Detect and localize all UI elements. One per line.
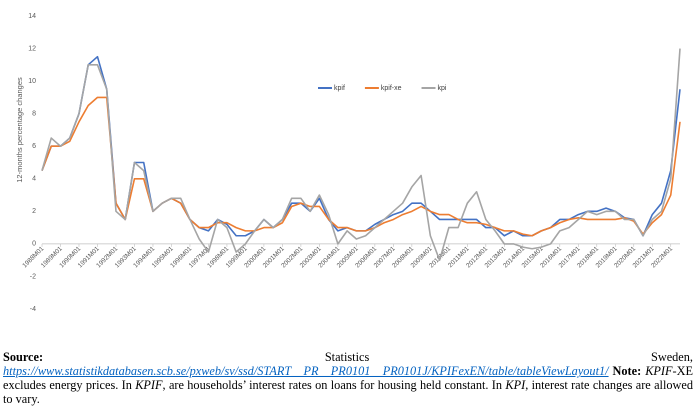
series-line — [41, 48, 681, 261]
y-tick-label: 4 — [32, 176, 36, 183]
y-tick-label: -4 — [30, 306, 36, 313]
note-part: KPI — [505, 378, 526, 392]
legend-label: kpif — [334, 85, 345, 92]
y-tick-label: 8 — [32, 111, 36, 118]
note-part: -XE excludes energy prices. In — [3, 364, 694, 392]
legend-label: kpif-xe — [381, 85, 402, 92]
note-part: KPIF — [645, 364, 673, 378]
y-tick-label: 0 — [32, 241, 36, 248]
series-line — [41, 96, 681, 237]
chart: 12-months percentage changes -4 -2 0 2 4 6 8 10… — [15, 13, 681, 313]
note-part: KPIF — [135, 378, 163, 392]
source-label: Source: — [3, 350, 44, 364]
y-tick-label: 6 — [32, 143, 36, 150]
y-axis-label: 12-months percentage changes — [15, 77, 24, 183]
note-part: , interest rate changes are allowed to v… — [3, 378, 694, 406]
y-tick-label: 10 — [28, 78, 36, 85]
note-body: https://www.statistikdatabasen.scb.se/px… — [3, 364, 693, 406]
source-line: Source: Statistics Sweden, — [3, 350, 693, 364]
series-line — [41, 55, 681, 237]
note-label: Note: — [612, 364, 642, 378]
notes: Source: Statistics Sweden, https://www.s… — [3, 350, 693, 406]
y-tick-label: 2 — [32, 208, 36, 215]
y-tick-label: 12 — [28, 45, 36, 52]
y-tick-label: 14 — [28, 13, 36, 20]
legend-label: kpi — [438, 85, 447, 92]
y-tick-label: -2 — [30, 273, 36, 280]
source-link[interactable]: https://www.statistikdatabasen.scb.se/px… — [3, 364, 609, 378]
source-text: Statistics Sweden, — [324, 350, 693, 364]
note-part: , are households’ interest rates on loan… — [162, 378, 506, 392]
